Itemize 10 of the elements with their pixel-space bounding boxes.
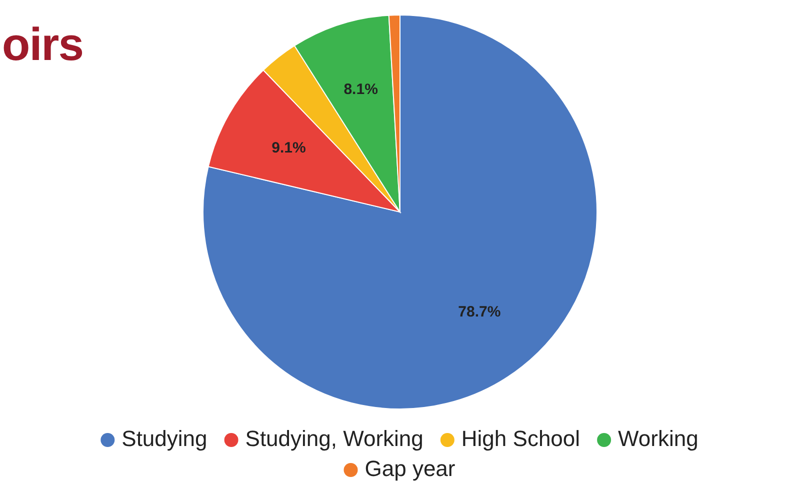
pie-slice — [202, 14, 598, 410]
chart-title: oirs — [2, 18, 84, 70]
legend-label: High School — [461, 426, 580, 451]
data-label: 78.7% — [458, 303, 501, 320]
data-label: 8.1% — [344, 81, 378, 98]
legend-label: Gap year — [364, 456, 456, 481]
legend-label: Studying, Working — [245, 426, 424, 451]
legend-label: Working — [618, 426, 698, 451]
data-label: 9.1% — [272, 140, 306, 157]
legend-label: Studying — [122, 426, 208, 451]
